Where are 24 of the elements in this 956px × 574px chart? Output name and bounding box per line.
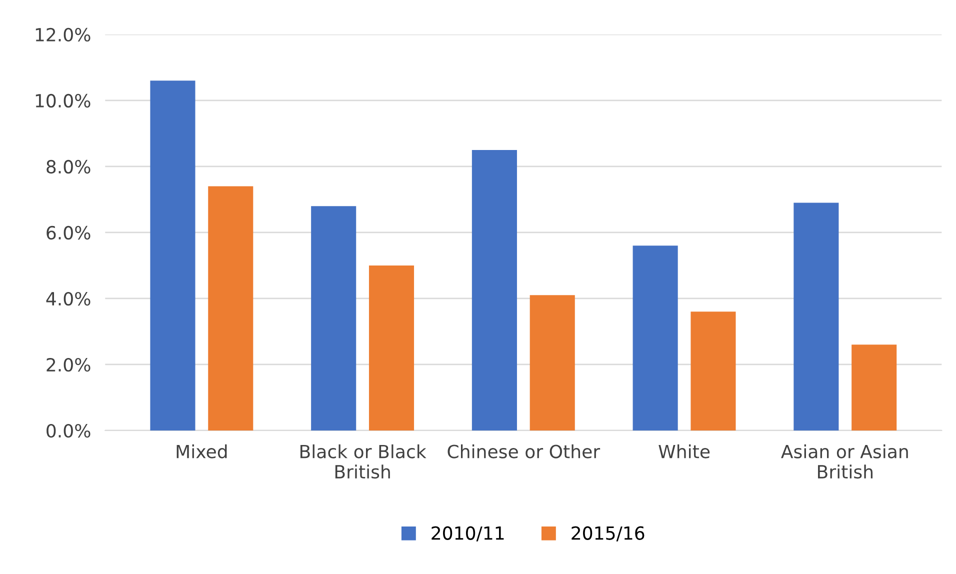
bar — [150, 80, 196, 430]
bar — [852, 344, 897, 430]
y-tick-label: 8.0% — [46, 160, 90, 174]
y-tick-label: 10.0% — [36, 94, 90, 108]
bar — [632, 246, 678, 430]
bar — [368, 265, 414, 430]
legend-label: 2010/11 — [432, 526, 504, 542]
y-tick-label: 0.0% — [46, 424, 90, 438]
x-tick-label: Mixed — [176, 444, 227, 458]
bar — [530, 295, 575, 430]
bar — [690, 312, 736, 430]
x-tick-label: Black or Black British — [300, 444, 426, 479]
bar — [794, 202, 839, 430]
y-tick-label: 12.0% — [36, 28, 90, 42]
y-tick-label: 2.0% — [46, 358, 90, 372]
bar — [208, 186, 254, 430]
bar — [311, 206, 356, 430]
bar — [472, 150, 517, 430]
y-tick-label: 4.0% — [46, 292, 90, 306]
x-tick-label: Chinese or Other — [448, 444, 600, 458]
legend-label: 2015/16 — [572, 526, 644, 542]
x-tick-label: White — [658, 444, 710, 458]
y-tick-label: 6.0% — [46, 226, 90, 240]
x-tick-label: Asian or Asian British — [781, 444, 908, 479]
